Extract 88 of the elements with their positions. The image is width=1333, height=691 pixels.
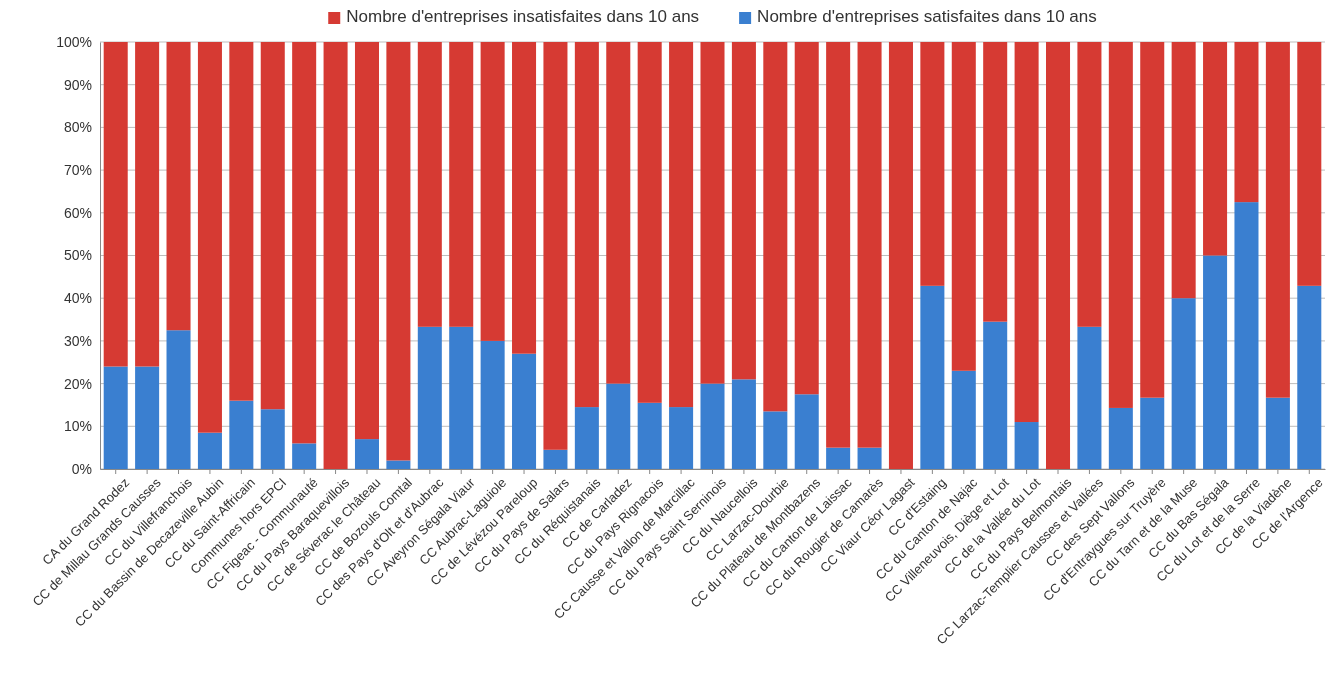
bar [794, 394, 819, 469]
bar [763, 411, 788, 469]
bar [606, 42, 631, 384]
bar [951, 370, 976, 469]
bar [1265, 397, 1290, 469]
bar [1140, 397, 1165, 469]
bar [386, 460, 411, 469]
bar [1171, 298, 1196, 469]
bar [354, 439, 379, 469]
bar [1108, 407, 1133, 469]
bar [1171, 42, 1196, 299]
y-tick-label: 70% [63, 162, 92, 179]
bar [1014, 422, 1039, 469]
bar [574, 407, 599, 469]
bar [1234, 42, 1259, 203]
bar [669, 42, 694, 408]
bar [386, 42, 411, 461]
bar [354, 42, 379, 440]
y-tick-label: 80% [63, 119, 92, 136]
bar [826, 42, 851, 448]
bar [229, 42, 254, 401]
bar [292, 42, 317, 444]
y-tick-label: 10% [63, 418, 92, 435]
bar [826, 447, 851, 469]
bar [763, 42, 788, 412]
bar [637, 402, 662, 469]
bar [983, 42, 1008, 322]
bar [1297, 42, 1322, 286]
bar [449, 326, 474, 469]
bar [417, 326, 442, 469]
bar [135, 366, 160, 469]
bar [135, 42, 160, 367]
y-tick-label: 20% [63, 375, 92, 392]
bar [1077, 326, 1102, 469]
bar [449, 42, 474, 327]
bar [512, 353, 537, 469]
bar [888, 42, 913, 469]
bar [1077, 42, 1102, 327]
bar [323, 42, 348, 469]
bar [1297, 285, 1322, 469]
legend-label: Nombre d'entreprises satisfaites dans 10 ans [757, 7, 1097, 26]
bar [920, 285, 945, 469]
bar [543, 42, 568, 450]
bar [606, 383, 631, 469]
bar [637, 42, 662, 403]
bar [512, 42, 537, 354]
bar [700, 42, 725, 384]
bar [197, 432, 222, 469]
bar [260, 409, 285, 469]
bar [669, 407, 694, 469]
y-tick-label: 40% [63, 290, 92, 307]
bar [731, 42, 756, 380]
bar [166, 42, 191, 331]
bar [1265, 42, 1290, 398]
bar [197, 42, 222, 433]
bar [983, 321, 1008, 469]
bar [574, 42, 599, 408]
bar [857, 447, 882, 469]
bar [480, 42, 505, 341]
bar [1203, 255, 1228, 469]
y-tick-label: 60% [63, 204, 92, 221]
legend-label: Nombre d'entreprises insatisfaites dans 10 ans [346, 7, 700, 26]
bar [794, 42, 819, 395]
bar [292, 443, 317, 469]
bar [103, 42, 128, 367]
y-tick-label: 30% [63, 332, 92, 349]
bar [1108, 42, 1133, 408]
bar [951, 42, 976, 371]
bar [103, 366, 128, 469]
y-tick-label: 100% [56, 33, 92, 50]
bar [543, 449, 568, 469]
bar [166, 330, 191, 469]
bar [920, 42, 945, 286]
bar [1046, 42, 1071, 469]
bar [1234, 202, 1259, 469]
bar [1140, 42, 1165, 398]
bar [417, 42, 442, 327]
bar [229, 400, 254, 469]
bar [480, 340, 505, 469]
bar [1203, 42, 1228, 256]
y-tick-label: 50% [63, 247, 92, 264]
y-tick-label: 90% [63, 76, 92, 93]
y-tick-label: 0% [71, 460, 92, 477]
bar [1014, 42, 1039, 423]
bar [260, 42, 285, 410]
bar [857, 42, 882, 448]
bar [731, 379, 756, 469]
bar [700, 383, 725, 469]
